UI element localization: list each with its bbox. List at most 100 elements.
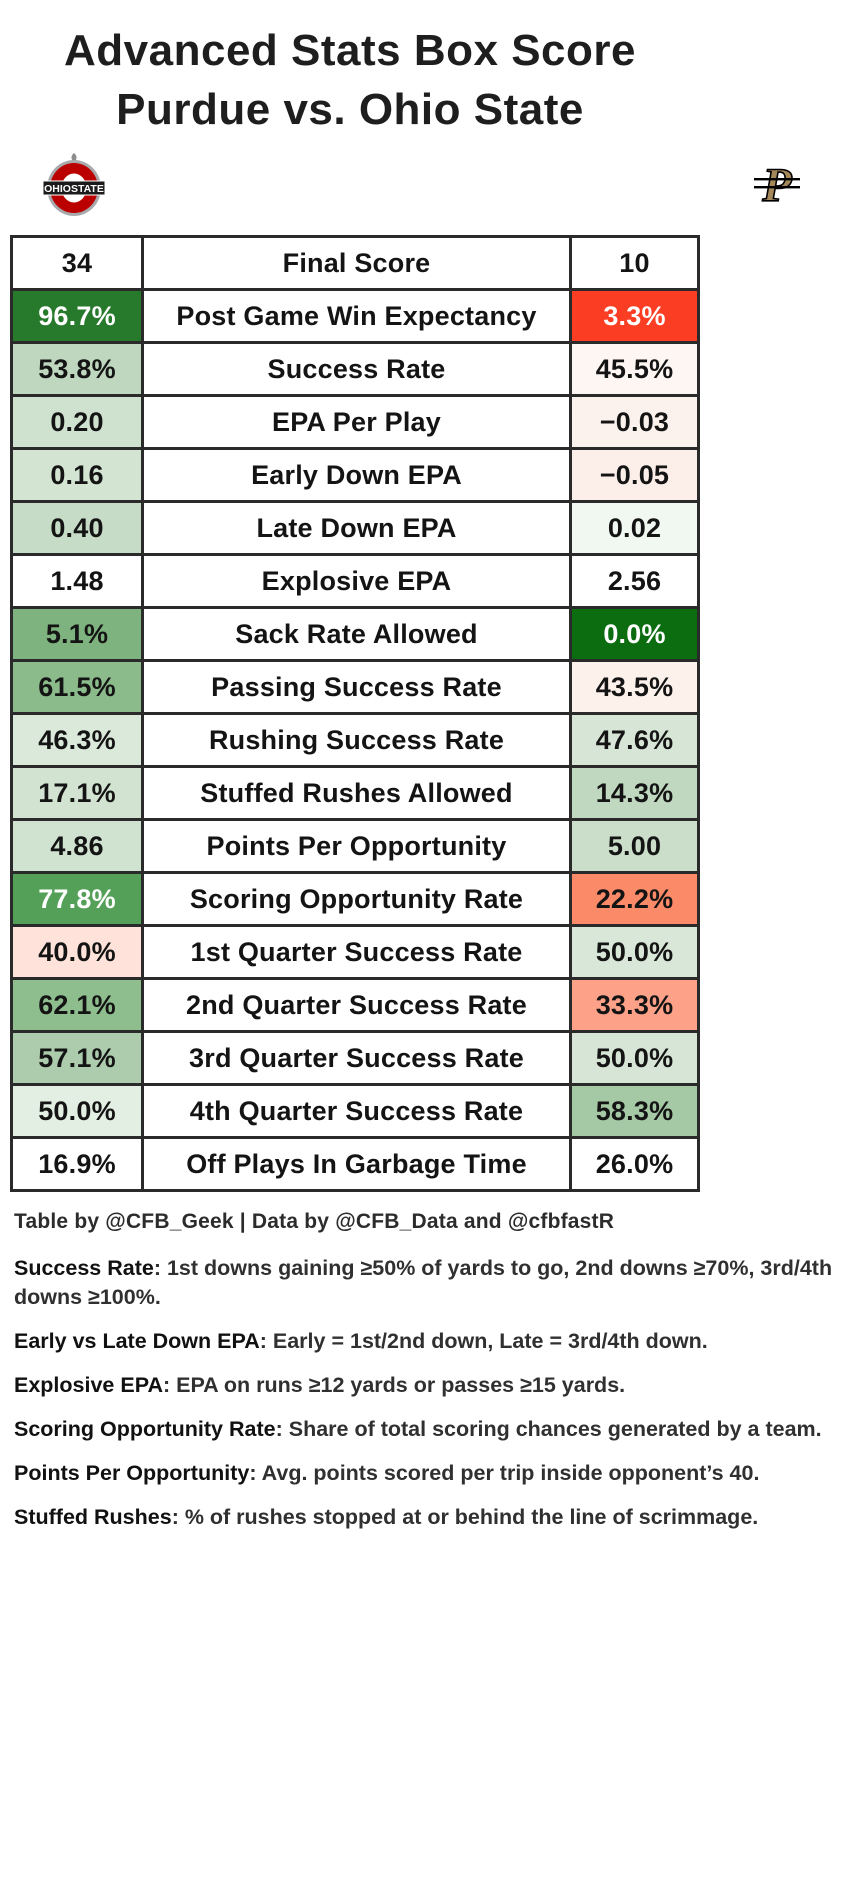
purdue-logo: P (748, 158, 806, 215)
table-row: 96.7% Post Game Win Expectancy 3.3% (13, 288, 697, 342)
table-row: 5.1% Sack Rate Allowed 0.0% (13, 606, 697, 660)
stat-label-cell: Post Game Win Expectancy (141, 291, 569, 342)
purdue-value-cell: 26.0% (569, 1139, 697, 1190)
footnote-term: Explosive EPA (14, 1373, 163, 1398)
stat-label-cell: Success Rate (141, 344, 569, 395)
footnote-term: Success Rate (14, 1256, 154, 1281)
purdue-value-cell: 50.0% (569, 927, 697, 978)
ohio-state-value-cell: 5.1% (13, 609, 141, 660)
table-row: 53.8% Success Rate 45.5% (13, 341, 697, 395)
table-row: 4.86 Points Per Opportunity 5.00 (13, 818, 697, 872)
ohio-state-value-cell: 40.0% (13, 927, 141, 978)
purdue-value-cell: 2.56 (569, 556, 697, 607)
table-row: 77.8% Scoring Opportunity Rate 22.2% (13, 871, 697, 925)
footnote: Success Rate: 1st downs gaining ≥50% of … (14, 1254, 844, 1312)
footnote: Early vs Late Down EPA: Early = 1st/2nd … (14, 1327, 844, 1356)
stat-label-cell: Stuffed Rushes Allowed (141, 768, 569, 819)
purdue-value-cell: 22.2% (569, 874, 697, 925)
purdue-value-cell: 50.0% (569, 1033, 697, 1084)
footnote-term: Stuffed Rushes (14, 1505, 172, 1530)
page-footer: Table by @CFB_Geek | Data by @CFB_Data a… (14, 1210, 844, 1532)
table-row: 62.1% 2nd Quarter Success Rate 33.3% (13, 977, 697, 1031)
footnote-text: : Early = 1st/2nd down, Late = 3rd/4th d… (259, 1329, 708, 1354)
ohio-state-logo: OHIOSTATE (42, 152, 106, 223)
ohio-state-value-cell: 46.3% (13, 715, 141, 766)
table-row: 50.0% 4th Quarter Success Rate 58.3% (13, 1083, 697, 1137)
purdue-value-cell: −0.05 (569, 450, 697, 501)
stat-label-cell: Passing Success Rate (141, 662, 569, 713)
stat-label-cell: 1st Quarter Success Rate (141, 927, 569, 978)
footnote-term: Early vs Late Down EPA (14, 1329, 260, 1354)
stat-label-cell: Final Score (141, 238, 569, 289)
footnote-text: : EPA on runs ≥12 yards or passes ≥15 ya… (162, 1373, 626, 1398)
stat-label-cell: Rushing Success Rate (141, 715, 569, 766)
footnote-text: : 1st downs gaining ≥50% of yards to go,… (14, 1256, 833, 1310)
purdue-motion-stripe (754, 177, 800, 180)
ohio-state-value-cell: 50.0% (13, 1086, 141, 1137)
purdue-value-cell: 0.02 (569, 503, 697, 554)
ohio-state-value-cell: 0.40 (13, 503, 141, 554)
ohio-state-value-cell: 77.8% (13, 874, 141, 925)
ohio-state-value-cell: 1.48 (13, 556, 141, 607)
table-row: 0.16 Early Down EPA −0.05 (13, 447, 697, 501)
purdue-value-cell: 47.6% (569, 715, 697, 766)
stat-label-cell: EPA Per Play (141, 397, 569, 448)
purdue-value-cell: 5.00 (569, 821, 697, 872)
footnote: Points Per Opportunity: Avg. points scor… (14, 1459, 844, 1488)
table-row: 46.3% Rushing Success Rate 47.6% (13, 712, 697, 766)
footnote-term: Scoring Opportunity Rate (14, 1417, 276, 1442)
stat-label-cell: Explosive EPA (141, 556, 569, 607)
ohio-state-value-cell: 96.7% (13, 291, 141, 342)
table-row: 16.9% Off Plays In Garbage Time 26.0% (13, 1136, 697, 1190)
footnote-text: : % of rushes stopped at or behind the l… (171, 1505, 759, 1530)
ohio-state-banner-text: OHIOSTATE (44, 183, 104, 195)
purdue-value-cell: 58.3% (569, 1086, 697, 1137)
footnote: Stuffed Rushes: % of rushes stopped at o… (14, 1503, 844, 1532)
purdue-value-cell: −0.03 (569, 397, 697, 448)
ohio-state-value-cell: 53.8% (13, 344, 141, 395)
stat-label-cell: 2nd Quarter Success Rate (141, 980, 569, 1031)
purdue-value-cell: 43.5% (569, 662, 697, 713)
footnote: Scoring Opportunity Rate: Share of total… (14, 1415, 844, 1444)
footnote-term: Points Per Opportunity (14, 1461, 250, 1486)
table-row: 0.20 EPA Per Play −0.03 (13, 394, 697, 448)
ohio-state-value-cell: 16.9% (13, 1139, 141, 1190)
footnotes-block: Success Rate: 1st downs gaining ≥50% of … (14, 1254, 844, 1532)
ohio-state-value-cell: 57.1% (13, 1033, 141, 1084)
purdue-value-cell: 33.3% (569, 980, 697, 1031)
purdue-motion-stripe (754, 185, 800, 188)
ohio-state-value-cell: 17.1% (13, 768, 141, 819)
stat-label-cell: Scoring Opportunity Rate (141, 874, 569, 925)
purdue-value-cell: 14.3% (569, 768, 697, 819)
purdue-value-cell: 10 (569, 238, 697, 289)
footnote-text: : Share of total scoring chances generat… (275, 1417, 822, 1442)
page-title-line-1: Advanced Stats Box Score (64, 26, 636, 75)
ohio-state-value-cell: 61.5% (13, 662, 141, 713)
stat-label-cell: Early Down EPA (141, 450, 569, 501)
stat-label-cell: Late Down EPA (141, 503, 569, 554)
purdue-value-cell: 45.5% (569, 344, 697, 395)
footnote-text: : Avg. points scored per trip inside opp… (249, 1461, 760, 1486)
page-title-line-2: Purdue vs. Ohio State (116, 84, 584, 134)
purdue-value-cell: 3.3% (569, 291, 697, 342)
ohio-state-value-cell: 0.20 (13, 397, 141, 448)
table-row: 61.5% Passing Success Rate 43.5% (13, 659, 697, 713)
stat-label-cell: Off Plays In Garbage Time (141, 1139, 569, 1190)
ohio-state-value-cell: 4.86 (13, 821, 141, 872)
team-logos-row: OHIOSTATE P (0, 139, 858, 235)
purdue-value-cell: 0.0% (569, 609, 697, 660)
footnote: Explosive EPA: EPA on runs ≥12 yards or … (14, 1371, 844, 1400)
ohio-state-value-cell: 0.16 (13, 450, 141, 501)
stat-label-cell: Points Per Opportunity (141, 821, 569, 872)
stat-label-cell: 4th Quarter Success Rate (141, 1086, 569, 1137)
advanced-stats-table: 34 Final Score 10 96.7% Post Game Win Ex… (10, 235, 700, 1193)
purdue-p-letter: P (761, 160, 792, 210)
table-row: 34 Final Score 10 (13, 238, 697, 289)
table-row: 40.0% 1st Quarter Success Rate 50.0% (13, 924, 697, 978)
ohio-state-value-cell: 34 (13, 238, 141, 289)
table-row: 1.48 Explosive EPA 2.56 (13, 553, 697, 607)
table-row: 17.1% Stuffed Rushes Allowed 14.3% (13, 765, 697, 819)
table-row: 57.1% 3rd Quarter Success Rate 50.0% (13, 1030, 697, 1084)
credit-line: Table by @CFB_Geek | Data by @CFB_Data a… (14, 1210, 615, 1234)
